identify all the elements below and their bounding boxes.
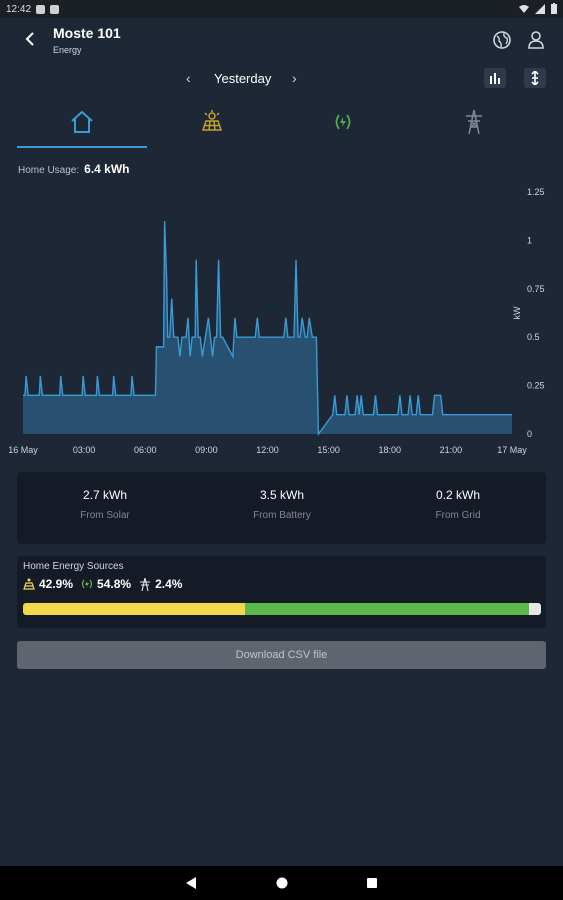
x-tick-label: 06:00 <box>134 445 157 455</box>
nav-back-icon[interactable] <box>185 877 197 889</box>
solar-panel-icon <box>23 578 35 590</box>
home-energy-sources: Home Energy Sources 42.9% 54.8% 2.4% <box>17 556 546 628</box>
usage-area <box>23 221 512 434</box>
x-tick-label: 09:00 <box>195 445 218 455</box>
x-tick-label: 16 May <box>8 445 38 455</box>
date-navigator: ‹ Yesterday › <box>0 64 563 94</box>
y-axis-label: kW <box>512 306 522 320</box>
wifi-icon <box>519 4 529 13</box>
date-label: Yesterday <box>214 71 272 86</box>
solar-share: 42.9% <box>39 577 74 591</box>
usage-chart: 1.25 1 0.75 0.5 0.25 0 16 May 03:00 06:00 09:00 12… <box>0 180 563 465</box>
nav-recents-icon[interactable] <box>366 877 378 889</box>
x-tick-label: 17 May <box>497 445 527 455</box>
stat-battery-label: From Battery <box>253 510 311 521</box>
power-tower-icon <box>140 577 151 591</box>
x-tick-label: 12:00 <box>256 445 279 455</box>
stat-solar-value: 2.7 kWh <box>82 488 127 502</box>
download-csv-button[interactable]: Download CSV file <box>17 641 546 669</box>
tab-battery[interactable] <box>278 98 408 146</box>
stat-grid-value: 0.2 kWh <box>435 488 480 502</box>
y-tick-label: 0.75 <box>527 284 545 294</box>
chart-bars-button[interactable] <box>484 68 506 88</box>
stat-solar: 2.7 kWh From Solar <box>30 488 180 521</box>
y-tick-label: 0 <box>527 429 532 439</box>
sd-card-icon <box>50 4 60 14</box>
x-tick-label: 03:00 <box>73 445 96 455</box>
back-button[interactable] <box>24 30 36 53</box>
home-usage-label: Home Usage: <box>18 165 80 176</box>
profile-button[interactable] <box>527 30 545 55</box>
battery-status-icon <box>551 3 557 14</box>
battery-share: 54.8% <box>97 577 132 591</box>
range-icon <box>531 71 539 85</box>
grid-share: 2.4% <box>155 577 183 591</box>
category-tabs <box>17 98 546 148</box>
home-icon <box>71 110 93 133</box>
usage-line <box>23 221 512 437</box>
sources-title: Home Energy Sources <box>23 561 124 572</box>
power-tower-icon <box>466 109 482 135</box>
sources-bar <box>23 603 541 615</box>
stat-grid-label: From Grid <box>435 510 481 521</box>
back-arrow-icon <box>25 32 34 46</box>
clock: 12:42 <box>6 3 32 15</box>
page-subtitle: Energy <box>53 45 82 55</box>
stat-battery-value: 3.5 kWh <box>259 488 304 502</box>
chart-range-button[interactable] <box>524 68 546 88</box>
tab-solar[interactable] <box>147 98 277 146</box>
globe-button[interactable] <box>492 30 512 55</box>
solar-segment <box>23 603 246 615</box>
notification-icon <box>36 4 46 14</box>
status-bar: 12:42 <box>0 0 563 18</box>
home-usage: Home Usage: 6.4 kWh <box>18 162 130 176</box>
y-tick-label: 1 <box>527 235 532 245</box>
next-day-button[interactable]: › <box>292 70 297 86</box>
nav-home-icon[interactable] <box>276 877 288 889</box>
bar-chart-icon <box>490 73 500 84</box>
solar-panel-icon <box>201 110 223 131</box>
signal-icon <box>535 3 545 14</box>
system-nav-bar <box>0 866 563 900</box>
stat-solar-label: From Solar <box>80 510 130 521</box>
x-tick-label: 15:00 <box>317 445 340 455</box>
y-tick-label: 1.25 <box>527 187 545 197</box>
energy-totals: 2.7 kWh From Solar 3.5 kWh From Battery … <box>17 472 546 544</box>
battery-icon <box>81 579 93 589</box>
grid-segment <box>529 603 541 615</box>
y-tick-label: 0.5 <box>527 332 540 342</box>
battery-segment <box>245 603 530 615</box>
sources-legend: 42.9% 54.8% 2.4% <box>23 577 182 591</box>
battery-icon <box>335 114 351 130</box>
tab-home[interactable] <box>17 98 147 148</box>
user-icon <box>528 31 544 49</box>
stat-grid: 0.2 kWh From Grid <box>383 488 533 521</box>
x-tick-label: 21:00 <box>440 445 463 455</box>
app-header: Moste 101 Energy <box>0 18 563 64</box>
tab-grid[interactable] <box>409 98 539 146</box>
x-tick-label: 18:00 <box>378 445 401 455</box>
home-usage-value: 6.4 kWh <box>84 162 130 176</box>
previous-day-button[interactable]: ‹ <box>186 70 191 86</box>
y-tick-label: 0.25 <box>527 381 545 391</box>
globe-icon <box>493 31 511 49</box>
stat-battery: 3.5 kWh From Battery <box>207 488 357 521</box>
usage-chart-svg: 1.25 1 0.75 0.5 0.25 0 16 May 03:00 06:00 09:00 12… <box>8 187 545 455</box>
page-title: Moste 101 <box>53 25 121 41</box>
